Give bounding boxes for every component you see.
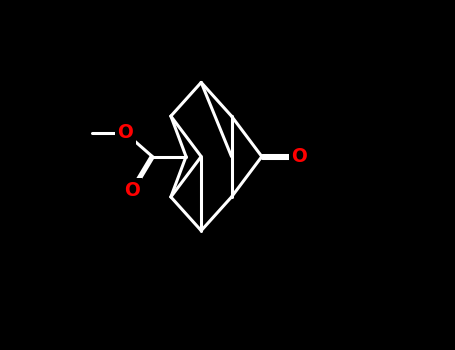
Text: O: O [291, 147, 307, 166]
Text: O: O [117, 124, 133, 142]
Text: O: O [124, 181, 140, 200]
